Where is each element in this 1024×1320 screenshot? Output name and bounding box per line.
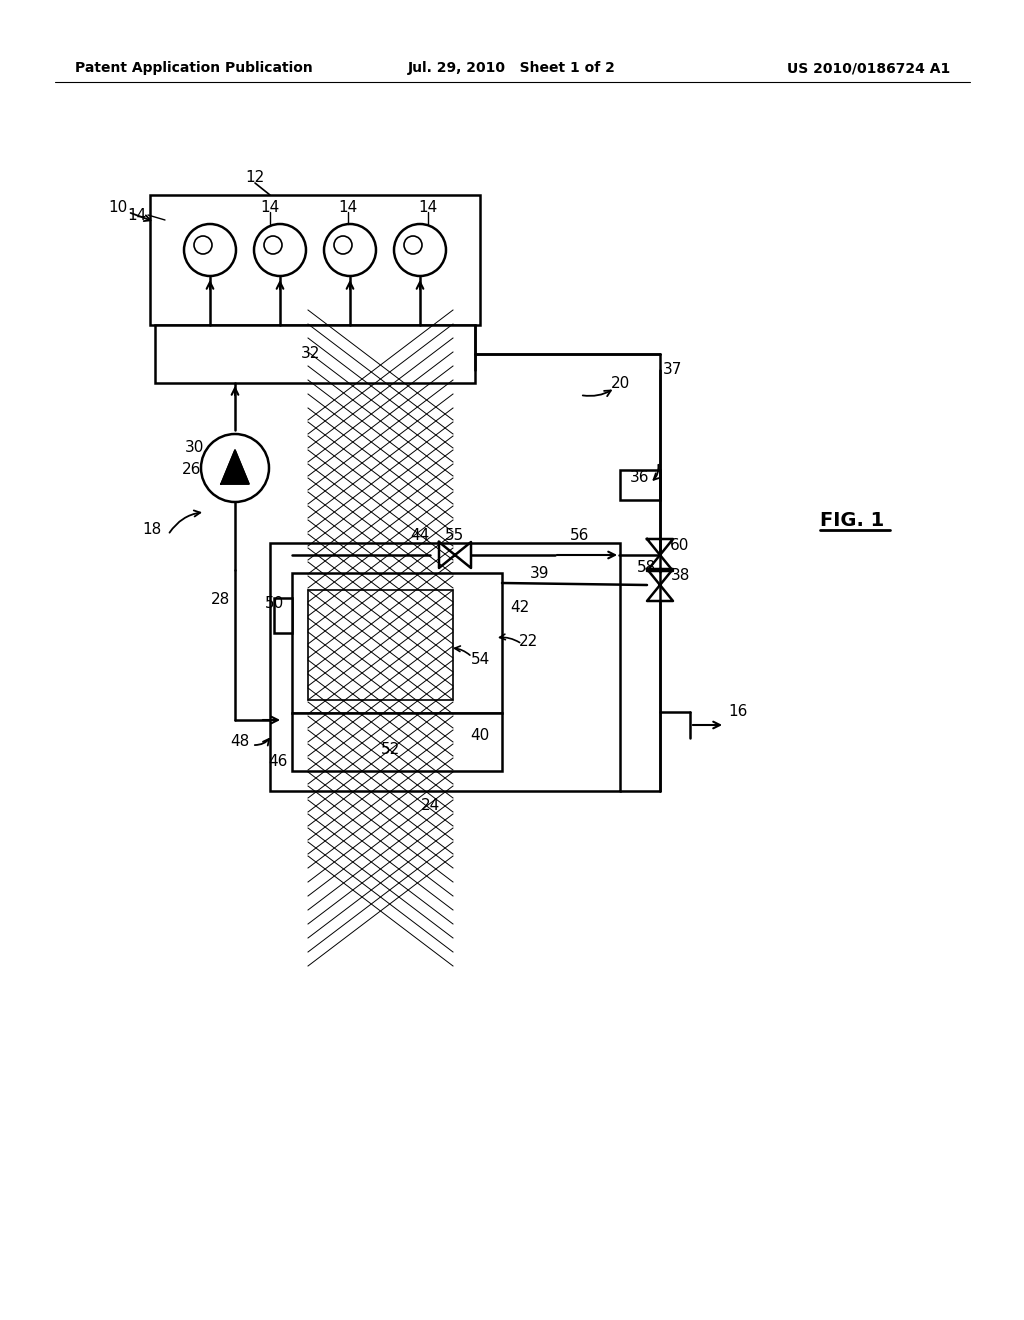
Text: 54: 54 (470, 652, 489, 668)
Bar (620, 470, 660, 500)
Circle shape (184, 224, 236, 276)
Text: Patent Application Publication: Patent Application Publication (75, 61, 312, 75)
Text: 56: 56 (570, 528, 590, 543)
Text: 14: 14 (338, 199, 357, 214)
Text: 42: 42 (510, 601, 529, 615)
Bar (308, 590, 453, 700)
Text: 28: 28 (210, 593, 229, 607)
Text: 22: 22 (518, 635, 538, 649)
Bar (150, 195, 480, 325)
Text: 14: 14 (260, 199, 280, 214)
Text: 30: 30 (185, 440, 205, 454)
Text: 26: 26 (182, 462, 202, 478)
Text: 38: 38 (671, 568, 690, 582)
Text: 52: 52 (380, 742, 399, 758)
Circle shape (264, 236, 282, 253)
Text: 44: 44 (411, 528, 430, 543)
Text: 39: 39 (530, 565, 550, 581)
Text: 24: 24 (421, 797, 439, 813)
Circle shape (201, 434, 269, 502)
Bar (292, 713, 502, 771)
Text: 50: 50 (264, 595, 284, 610)
Text: 48: 48 (230, 734, 250, 750)
Circle shape (194, 236, 212, 253)
Circle shape (334, 236, 352, 253)
Text: 10: 10 (109, 201, 128, 215)
Text: 16: 16 (728, 705, 748, 719)
Circle shape (254, 224, 306, 276)
Text: 36: 36 (630, 470, 650, 486)
Circle shape (394, 224, 446, 276)
Bar (292, 573, 502, 713)
Text: 37: 37 (663, 363, 682, 378)
Text: 14: 14 (419, 199, 437, 214)
Text: 18: 18 (142, 523, 162, 537)
Text: Jul. 29, 2010   Sheet 1 of 2: Jul. 29, 2010 Sheet 1 of 2 (408, 61, 616, 75)
Text: US 2010/0186724 A1: US 2010/0186724 A1 (786, 61, 950, 75)
Text: FIG. 1: FIG. 1 (820, 511, 885, 529)
Text: 55: 55 (445, 528, 465, 543)
Circle shape (324, 224, 376, 276)
Bar (155, 325, 475, 383)
Text: 12: 12 (246, 170, 264, 186)
Text: 60: 60 (671, 537, 690, 553)
Text: 32: 32 (300, 346, 319, 362)
Bar (274, 598, 292, 634)
Polygon shape (221, 450, 249, 484)
Text: 14: 14 (127, 207, 146, 223)
Text: 40: 40 (470, 729, 489, 743)
Text: 46: 46 (268, 755, 288, 770)
Text: 58: 58 (637, 561, 656, 576)
Text: 20: 20 (610, 375, 630, 391)
Circle shape (404, 236, 422, 253)
Bar (270, 543, 620, 791)
